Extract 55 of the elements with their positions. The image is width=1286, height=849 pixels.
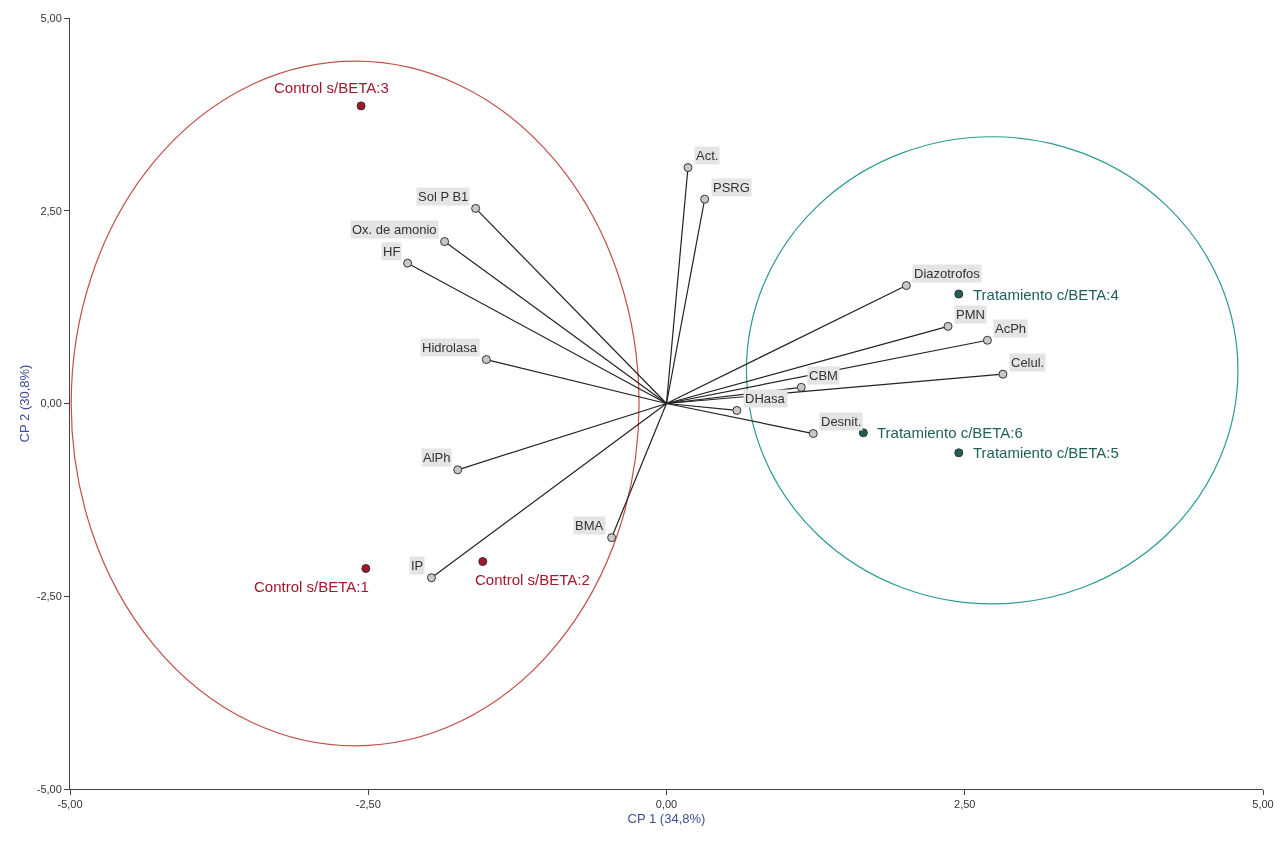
y-axis-title: CP 2 (30,8%) [16, 364, 32, 443]
y-tick-label: -5,00 [36, 782, 62, 795]
x-tick-label: -2,50 [355, 798, 381, 811]
annotation: IP [411, 558, 424, 573]
point [943, 321, 953, 331]
annotation: Desnit. [821, 414, 862, 429]
point [426, 573, 436, 583]
point [453, 465, 463, 475]
x-tick-label: 2,50 [954, 798, 976, 811]
annotation: BMA [575, 518, 604, 533]
annotation: HF [383, 244, 401, 259]
annotation: Tratamiento c/BETA:4 [973, 286, 1119, 303]
x-axis-title: CP 1 (34,8%) [627, 810, 706, 826]
y-tick-label: 0,00 [40, 397, 62, 410]
point [808, 429, 818, 439]
point [403, 258, 413, 268]
point [732, 405, 742, 415]
annotation: AlPh [423, 450, 451, 465]
y-tick-label: 2,50 [40, 204, 62, 217]
point [607, 533, 617, 543]
annotation: Celul. [1011, 355, 1045, 370]
annotation: Tratamiento c/BETA:5 [973, 444, 1119, 461]
point [982, 335, 992, 345]
annotation: Control s/BETA:2 [475, 571, 590, 588]
annotation: Tratamiento c/BETA:6 [877, 424, 1023, 441]
annotation: PMN [956, 307, 985, 322]
y-tick-label: -2,50 [36, 590, 62, 603]
point [796, 382, 806, 392]
point [954, 448, 964, 458]
annotation: Diazotrofos [914, 266, 981, 281]
x-tick-label: 0,00 [655, 798, 678, 811]
annotation: AcPh [995, 321, 1027, 336]
annotation: Ox. de amonio [352, 222, 437, 237]
annotation: CBM [809, 368, 838, 383]
x-tick-label: -5,00 [57, 798, 83, 811]
annotation: Hidrolasa [422, 340, 478, 355]
point [481, 355, 491, 365]
point [478, 557, 488, 567]
point [700, 194, 710, 204]
annotation: PSRG [713, 180, 750, 195]
point [998, 369, 1008, 379]
point [901, 281, 911, 291]
annotation: DHasa [745, 391, 786, 406]
y-tick-label: 5,00 [40, 11, 62, 24]
annotation: Act. [696, 148, 719, 163]
point [954, 289, 964, 299]
point [440, 237, 450, 247]
annotation: Control s/BETA:1 [254, 578, 369, 595]
annotation: Control s/BETA:3 [274, 79, 389, 96]
point [356, 101, 366, 111]
x-tick-label: 5,00 [1252, 798, 1274, 811]
point [683, 163, 693, 173]
point [471, 203, 481, 213]
point [361, 563, 371, 573]
annotation: Sol P B1 [418, 189, 469, 204]
